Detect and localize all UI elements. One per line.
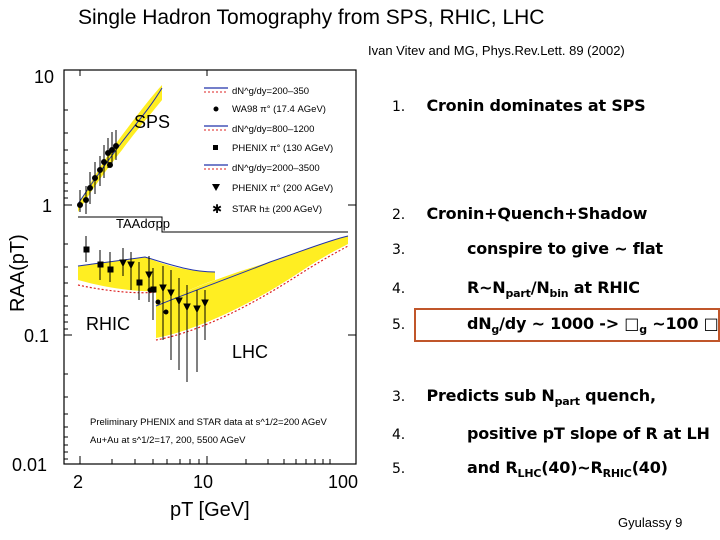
x-axis-label: pT [GeV]: [170, 499, 250, 521]
star-marker-icon: ✱: [212, 202, 222, 216]
bullet-5: 5. dNg/dy ~ 1000 -> □g ~100 □: [392, 314, 719, 337]
legend-entry-1: dN^g/dy=200–350: [232, 86, 309, 97]
bullet-1: 1. Cronin dominates at SPS: [392, 96, 646, 115]
highlight-box: [414, 308, 720, 342]
x-tick-100: 100: [328, 472, 358, 492]
y-tick-0.1: 0.1: [24, 326, 49, 346]
legend-entry-3: dN^g/dy=800–1200: [232, 124, 314, 135]
taa-reference-line: [78, 216, 348, 233]
legend-entry-6: PHENIX π° (200 AGeV): [232, 183, 333, 194]
y-axis-label: RAA(pT): [7, 234, 29, 312]
bullet-4: 4. R~Npart/Nbin at RHIC: [392, 278, 640, 301]
lhc-envelope: [155, 235, 349, 307]
reference-citation: Ivan Vitev and MG, Phys.Rev.Lett. 89 (20…: [368, 43, 625, 58]
legend-entry-7: STAR h± (200 AGeV): [232, 204, 322, 215]
rhic-data-points: [83, 236, 209, 382]
legend-entry-4: PHENIX π° (130 AGeV): [232, 143, 333, 154]
slide-title: Single Hadron Tomography from SPS, RHIC,…: [78, 6, 545, 29]
y-tick-0.01: 0.01: [12, 455, 47, 475]
bullet-3: 3. conspire to give ~ flat: [392, 239, 663, 258]
y-tick-1: 1: [42, 196, 52, 216]
data-note-line-1: Preliminary PHENIX and STAR data at s^1/…: [90, 417, 328, 428]
bullet-2: 2. Cronin+Quench+Shadow: [392, 204, 648, 223]
sps-envelope: [77, 87, 163, 205]
sps-band: [78, 85, 162, 212]
region-label-sps: SPS: [134, 112, 170, 132]
bullet-7: 4. positive pT slope of R at LH: [392, 424, 710, 443]
legend: dN^g/dy=200–350 WA98 π° (17.4 AGeV) dN^g…: [204, 86, 333, 216]
legend-entry-2: WA98 π° (17.4 AGeV): [232, 104, 326, 115]
y-tick-10: 10: [34, 67, 54, 87]
raa-plot: 10 1 0.1 0.01 2 10 100 pT [GeV] RAA(pT) …: [7, 67, 358, 521]
region-label-rhic: RHIC: [86, 314, 130, 334]
sps-data-points: [77, 130, 119, 214]
bullet-8: 5. and RLHC(40)~RRHIC(40): [392, 458, 668, 481]
lhc-band: [156, 236, 348, 338]
data-note-line-2: Au+Au at s^1/2=17, 200, 5500 AGeV: [90, 435, 246, 446]
bullet-6: 3. Predicts sub Npart quench,: [392, 386, 656, 409]
x-tick-2: 2: [73, 472, 83, 492]
axis-ticks: [64, 70, 356, 464]
legend-entry-5: dN^g/dy=2000–3500: [232, 163, 320, 174]
x-tick-10: 10: [193, 472, 213, 492]
taa-label: TAAdσpp: [116, 216, 170, 231]
lhc-dotted: [155, 245, 349, 341]
region-label-lhc: LHC: [232, 342, 268, 362]
footer-page-label: Gyulassy 9: [618, 515, 683, 530]
